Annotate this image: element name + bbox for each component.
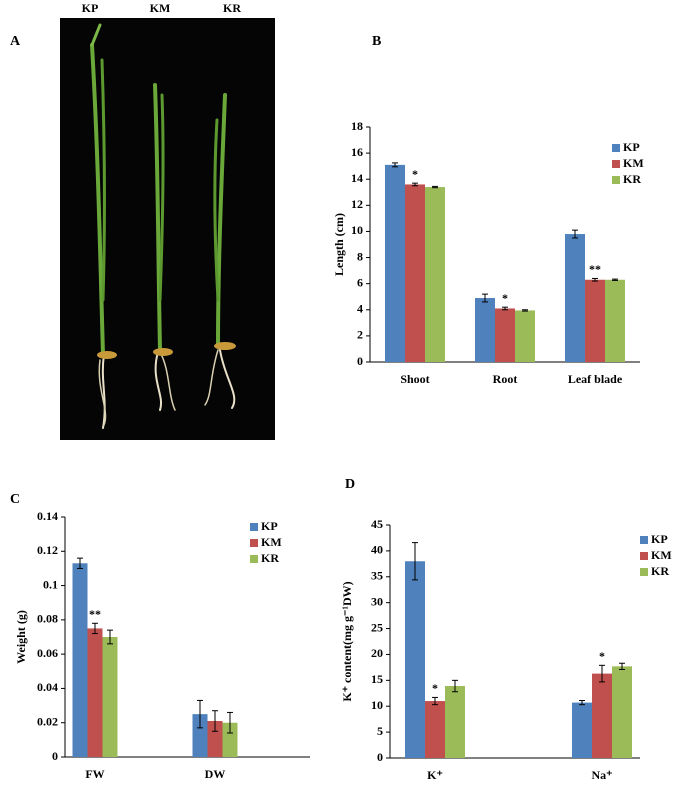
legend-label: KR (623, 172, 641, 186)
y-tick-label: 10 (351, 223, 363, 237)
y-tick-label: 0 (357, 354, 363, 368)
y-tick-label: 8 (357, 249, 363, 263)
y-tick-label: 10 (371, 698, 383, 712)
bar (612, 666, 632, 758)
y-tick-label: 0 (377, 750, 383, 764)
legend-swatch (640, 568, 648, 576)
y-tick-label: 14 (351, 171, 363, 185)
photo-label: KP (82, 1, 99, 15)
legend-label: KM (261, 535, 282, 549)
y-tick-label: 2 (357, 328, 363, 342)
legend-label: KP (623, 140, 640, 154)
legend-label: KM (623, 156, 644, 170)
significance-mark: * (432, 681, 438, 695)
bar (385, 164, 405, 362)
y-tick-label: 15 (371, 672, 383, 686)
legend-swatch (640, 552, 648, 560)
legend-label: KP (651, 532, 668, 546)
legend-label: KR (261, 551, 279, 565)
y-tick-label: 25 (371, 620, 383, 634)
y-tick-label: 12 (351, 197, 363, 211)
y-axis-label: K⁺ content(mg g⁻¹DW) (340, 581, 354, 701)
panel-label: A (10, 34, 21, 49)
significance-mark: * (599, 649, 605, 663)
x-tick-label: Shoot (400, 372, 429, 386)
legend-label: KP (261, 519, 278, 533)
legend-swatch (612, 176, 620, 184)
bar (425, 701, 445, 758)
panel-label: B (372, 34, 381, 49)
y-tick-label: 6 (357, 275, 363, 289)
significance-mark: ** (589, 262, 601, 276)
photo-label: KM (150, 1, 171, 15)
y-tick-label: 20 (371, 646, 383, 660)
significance-mark: ** (89, 607, 101, 621)
x-tick-label: DW (205, 767, 226, 781)
bar (495, 308, 515, 362)
y-tick-label: 16 (351, 145, 363, 159)
y-tick-label: 0.04 (37, 680, 58, 694)
photo-label: KR (223, 1, 241, 15)
legend-swatch (250, 539, 258, 547)
legend-label: KM (651, 548, 672, 562)
legend-swatch (250, 555, 258, 563)
x-tick-label: Root (493, 372, 518, 386)
y-tick-label: 0.12 (37, 543, 58, 557)
y-tick-label: 30 (371, 594, 383, 608)
legend-swatch (612, 144, 620, 152)
bar (405, 184, 425, 362)
bar (72, 563, 88, 757)
bar (425, 187, 445, 362)
bar (475, 298, 495, 362)
y-tick-label: 0.08 (37, 612, 58, 626)
bar (207, 721, 223, 757)
y-tick-label: 35 (371, 569, 383, 583)
legend-label: KR (651, 564, 669, 578)
y-tick-label: 0.06 (37, 646, 58, 660)
bar (572, 702, 592, 758)
bar (222, 722, 238, 757)
y-axis-label: Weight (g) (14, 610, 28, 664)
legend-swatch (640, 536, 648, 544)
y-tick-label: 5 (377, 724, 383, 738)
bar (405, 561, 425, 758)
x-tick-label: K⁺ (427, 768, 443, 782)
bar (445, 686, 465, 758)
y-tick-label: 45 (371, 517, 383, 531)
bar (102, 637, 118, 757)
bar (515, 310, 535, 362)
bar (585, 279, 605, 362)
bar (592, 673, 612, 758)
y-tick-label: 18 (351, 119, 363, 133)
y-tick-label: 0.14 (37, 509, 58, 523)
x-tick-label: FW (85, 767, 104, 781)
x-tick-label: Na⁺ (592, 768, 613, 782)
y-tick-label: 4 (357, 302, 363, 316)
y-tick-label: 0 (52, 749, 58, 763)
bar (605, 279, 625, 362)
y-tick-label: 0.02 (37, 714, 58, 728)
bar (87, 628, 103, 757)
y-tick-label: 0.1 (43, 577, 58, 591)
legend-swatch (250, 523, 258, 531)
plants (90, 23, 236, 429)
y-tick-label: 40 (371, 543, 383, 557)
significance-mark: * (502, 291, 508, 305)
legend-swatch (612, 160, 620, 168)
bar (192, 714, 208, 757)
panel-label: C (10, 492, 20, 507)
bar (565, 234, 585, 362)
panel-label: D (345, 477, 355, 492)
x-tick-label: Leaf blade (568, 372, 623, 386)
y-axis-label: Length (cm) (332, 213, 346, 276)
significance-mark: * (412, 167, 418, 181)
